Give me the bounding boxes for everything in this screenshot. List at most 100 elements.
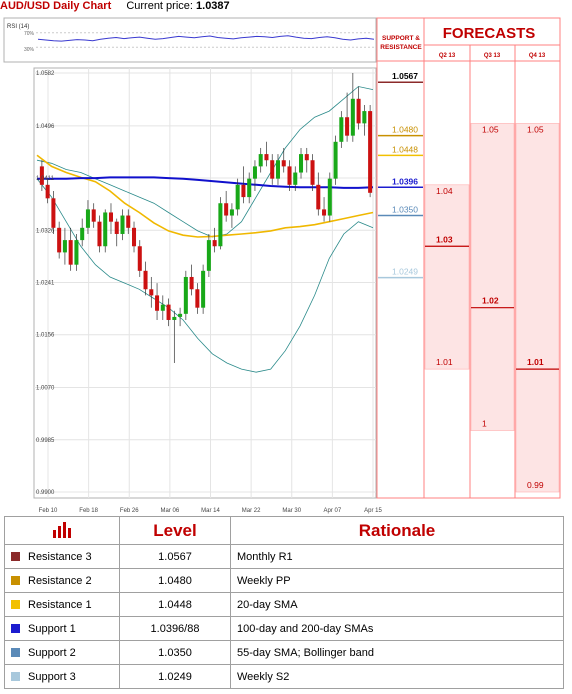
candle-up [74, 240, 79, 265]
candle-up [258, 154, 263, 167]
chart-name: AUD/USD Daily Chart [0, 0, 112, 12]
y-tick-label: 1.0070 [36, 386, 55, 392]
sr-value: 1.0249 [392, 267, 418, 277]
rsi-line [37, 35, 375, 42]
candle-down [97, 221, 102, 247]
candle-up [201, 270, 206, 308]
candle-down [51, 198, 56, 228]
row-rationale: Weekly PP [230, 568, 564, 593]
candle-up [327, 178, 332, 216]
candle-down [45, 184, 50, 199]
table-header-icon-cell [4, 516, 120, 545]
candle-down [155, 295, 160, 311]
sr-value: 1.0350 [392, 205, 418, 215]
row-label: Support 2 [28, 646, 76, 659]
rsi-label: RSI (14) [7, 24, 29, 30]
candle-down [310, 160, 315, 185]
candle-down [126, 215, 131, 228]
forecast-range [470, 123, 515, 431]
sr-value: 1.0480 [392, 125, 418, 135]
table-row: Support 1 1.0396/88 100-day and 200-day … [4, 616, 564, 641]
rsi-layer [36, 32, 375, 48]
candle-down [137, 246, 142, 271]
candle-up [229, 209, 234, 216]
row-label-cell: Support 1 [4, 616, 120, 641]
forecast-low-label: 1 [482, 419, 487, 429]
row-level: 1.0396/88 [119, 616, 231, 641]
candle-layer [39, 73, 373, 363]
x-tick-label: Mar 06 [161, 508, 180, 514]
table-row: Resistance 2 1.0480 Weekly PP [4, 568, 564, 593]
levels-table: Level Rationale Resistance 3 1.0567 Mont… [4, 516, 564, 689]
candle-up [62, 240, 67, 253]
forecast-high-label: 1.05 [482, 124, 499, 134]
candle-down [270, 160, 275, 179]
forecast-high-label: 1.04 [436, 186, 453, 196]
row-label: Resistance 3 [28, 550, 92, 563]
sr-title-1: SUPPORT & [382, 35, 420, 42]
candle-down [91, 209, 96, 222]
row-rationale: 20-day SMA [230, 592, 564, 617]
candle-down [57, 227, 62, 253]
candle-down [345, 117, 350, 136]
sr-value: 1.0567 [392, 71, 418, 81]
forecast-range [515, 123, 560, 493]
candle-down [68, 240, 73, 265]
forecast-low-label: 1.01 [436, 357, 453, 367]
row-level: 1.0249 [119, 664, 231, 689]
row-label: Support 1 [28, 622, 76, 635]
candle-down [316, 184, 321, 210]
row-label-cell: Support 2 [4, 640, 120, 665]
row-rationale: Monthly R1 [230, 544, 564, 569]
sr-value: 1.0448 [392, 144, 418, 154]
row-level: 1.0448 [119, 592, 231, 617]
candle-up [339, 117, 344, 142]
support-2-swatch [11, 647, 20, 657]
candle-up [80, 227, 85, 241]
candle-down [287, 166, 292, 185]
candle-down [281, 160, 286, 167]
row-level: 1.0567 [119, 544, 231, 569]
candle-up [160, 304, 165, 311]
row-label-cell: Resistance 2 [4, 568, 120, 593]
y-tick-label: 0.9900 [36, 490, 55, 496]
candle-down [304, 154, 309, 161]
row-rationale: 55-day SMA; Bollinger band [230, 640, 564, 665]
candle-up [252, 166, 257, 179]
candle-up [218, 203, 223, 247]
x-tick-label: Mar 30 [282, 508, 301, 514]
forecast-mid-label: 1.02 [482, 296, 499, 306]
forecast-layer: 1.04 1.03 1.01 1.05 1.02 1 1.05 1.01 0.99 [424, 123, 560, 493]
table-header-rationale: Rationale [230, 516, 564, 545]
x-tick-label: Mar 22 [242, 508, 261, 514]
levels-table-header: Level Rationale [4, 516, 564, 545]
table-row: Resistance 1 1.0448 20-day SMA [4, 592, 564, 617]
row-label-cell: Support 3 [4, 664, 120, 689]
table-row: Support 2 1.0350 55-day SMA; Bollinger b… [4, 640, 564, 665]
row-level: 1.0480 [119, 568, 231, 593]
bollinger-lower-line [36, 178, 374, 373]
candle-up [293, 172, 298, 185]
candle-up [103, 212, 108, 247]
chart-area: RSI (14) 70% 30% 1.0582 1.0496 1.0411 1.032… [3, 17, 561, 514]
x-tick-label: Feb 10 [39, 508, 58, 514]
y-tick-label: 1.0156 [36, 333, 55, 339]
forecasts-title: FORECASTS [443, 25, 536, 42]
y-axis-ticks: 1.0582 1.0496 1.0411 1.0326 1.0241 1.0156 1.00… [36, 71, 55, 496]
y-tick-label: 1.0411 [36, 176, 55, 182]
candle-up [206, 240, 211, 271]
candle-up [172, 316, 177, 320]
x-tick-label: Mar 14 [201, 508, 220, 514]
x-tick-label: Apr 07 [324, 508, 342, 514]
row-rationale: Weekly S2 [230, 664, 564, 689]
chart-title: AUD/USD Daily Chart Current price: 1.038… [0, 0, 572, 12]
candle-up [350, 98, 355, 136]
sr-layer: 1.0567 1.0480 1.0448 1.0396 1.0350 1.0249 [378, 71, 423, 279]
rsi-panel [3, 17, 377, 63]
candle-down [166, 304, 171, 320]
support-1-swatch [11, 623, 20, 633]
x-tick-label: Feb 26 [120, 508, 139, 514]
candle-down [322, 209, 327, 216]
candle-up [275, 160, 280, 179]
candle-down [39, 166, 44, 185]
